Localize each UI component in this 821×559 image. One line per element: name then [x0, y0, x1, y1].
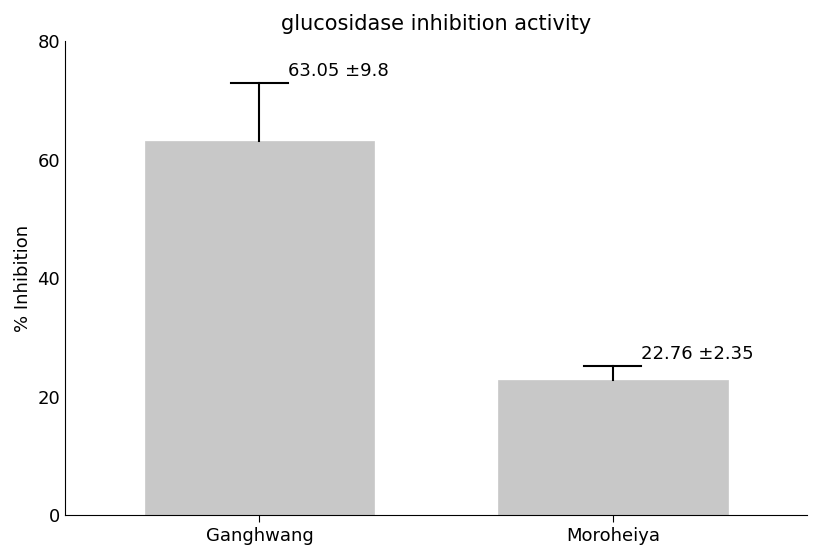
Bar [498, 380, 727, 515]
Text: 22.76 ±2.35: 22.76 ±2.35 [641, 345, 754, 363]
Title: glucosidase inhibition activity: glucosidase inhibition activity [281, 14, 591, 34]
Y-axis label: % Inhibition: % Inhibition [14, 225, 32, 331]
Bar [144, 141, 374, 515]
Text: 63.05 ±9.8: 63.05 ±9.8 [287, 63, 388, 80]
